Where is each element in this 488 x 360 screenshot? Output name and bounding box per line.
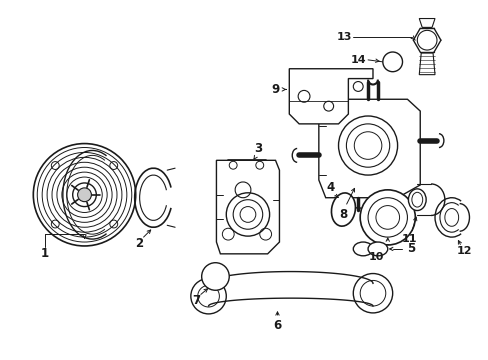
Text: 3: 3 — [253, 142, 261, 155]
Text: 9: 9 — [271, 83, 279, 96]
Text: 14: 14 — [349, 55, 365, 65]
Circle shape — [338, 116, 397, 175]
Circle shape — [382, 52, 402, 72]
Circle shape — [33, 144, 136, 246]
Ellipse shape — [407, 189, 425, 211]
Circle shape — [360, 190, 414, 245]
Text: 10: 10 — [367, 252, 383, 262]
Circle shape — [226, 193, 269, 236]
Ellipse shape — [331, 193, 355, 226]
Circle shape — [201, 263, 229, 290]
Text: 11: 11 — [401, 234, 416, 244]
Circle shape — [190, 278, 226, 314]
Text: 8: 8 — [339, 208, 347, 221]
Text: 1: 1 — [41, 247, 49, 260]
Polygon shape — [318, 99, 419, 198]
Circle shape — [78, 188, 91, 202]
Polygon shape — [289, 69, 372, 124]
Text: 6: 6 — [273, 319, 281, 332]
Circle shape — [352, 274, 392, 313]
Polygon shape — [418, 53, 434, 75]
Polygon shape — [418, 18, 434, 27]
Text: 4: 4 — [326, 181, 334, 194]
Text: 5: 5 — [407, 242, 415, 255]
Text: 12: 12 — [456, 246, 471, 256]
Ellipse shape — [352, 242, 372, 256]
Text: 13: 13 — [336, 32, 351, 42]
Text: 7: 7 — [192, 294, 201, 307]
Circle shape — [73, 183, 96, 207]
Polygon shape — [216, 160, 279, 254]
Ellipse shape — [367, 242, 387, 256]
Text: 2: 2 — [135, 238, 143, 251]
